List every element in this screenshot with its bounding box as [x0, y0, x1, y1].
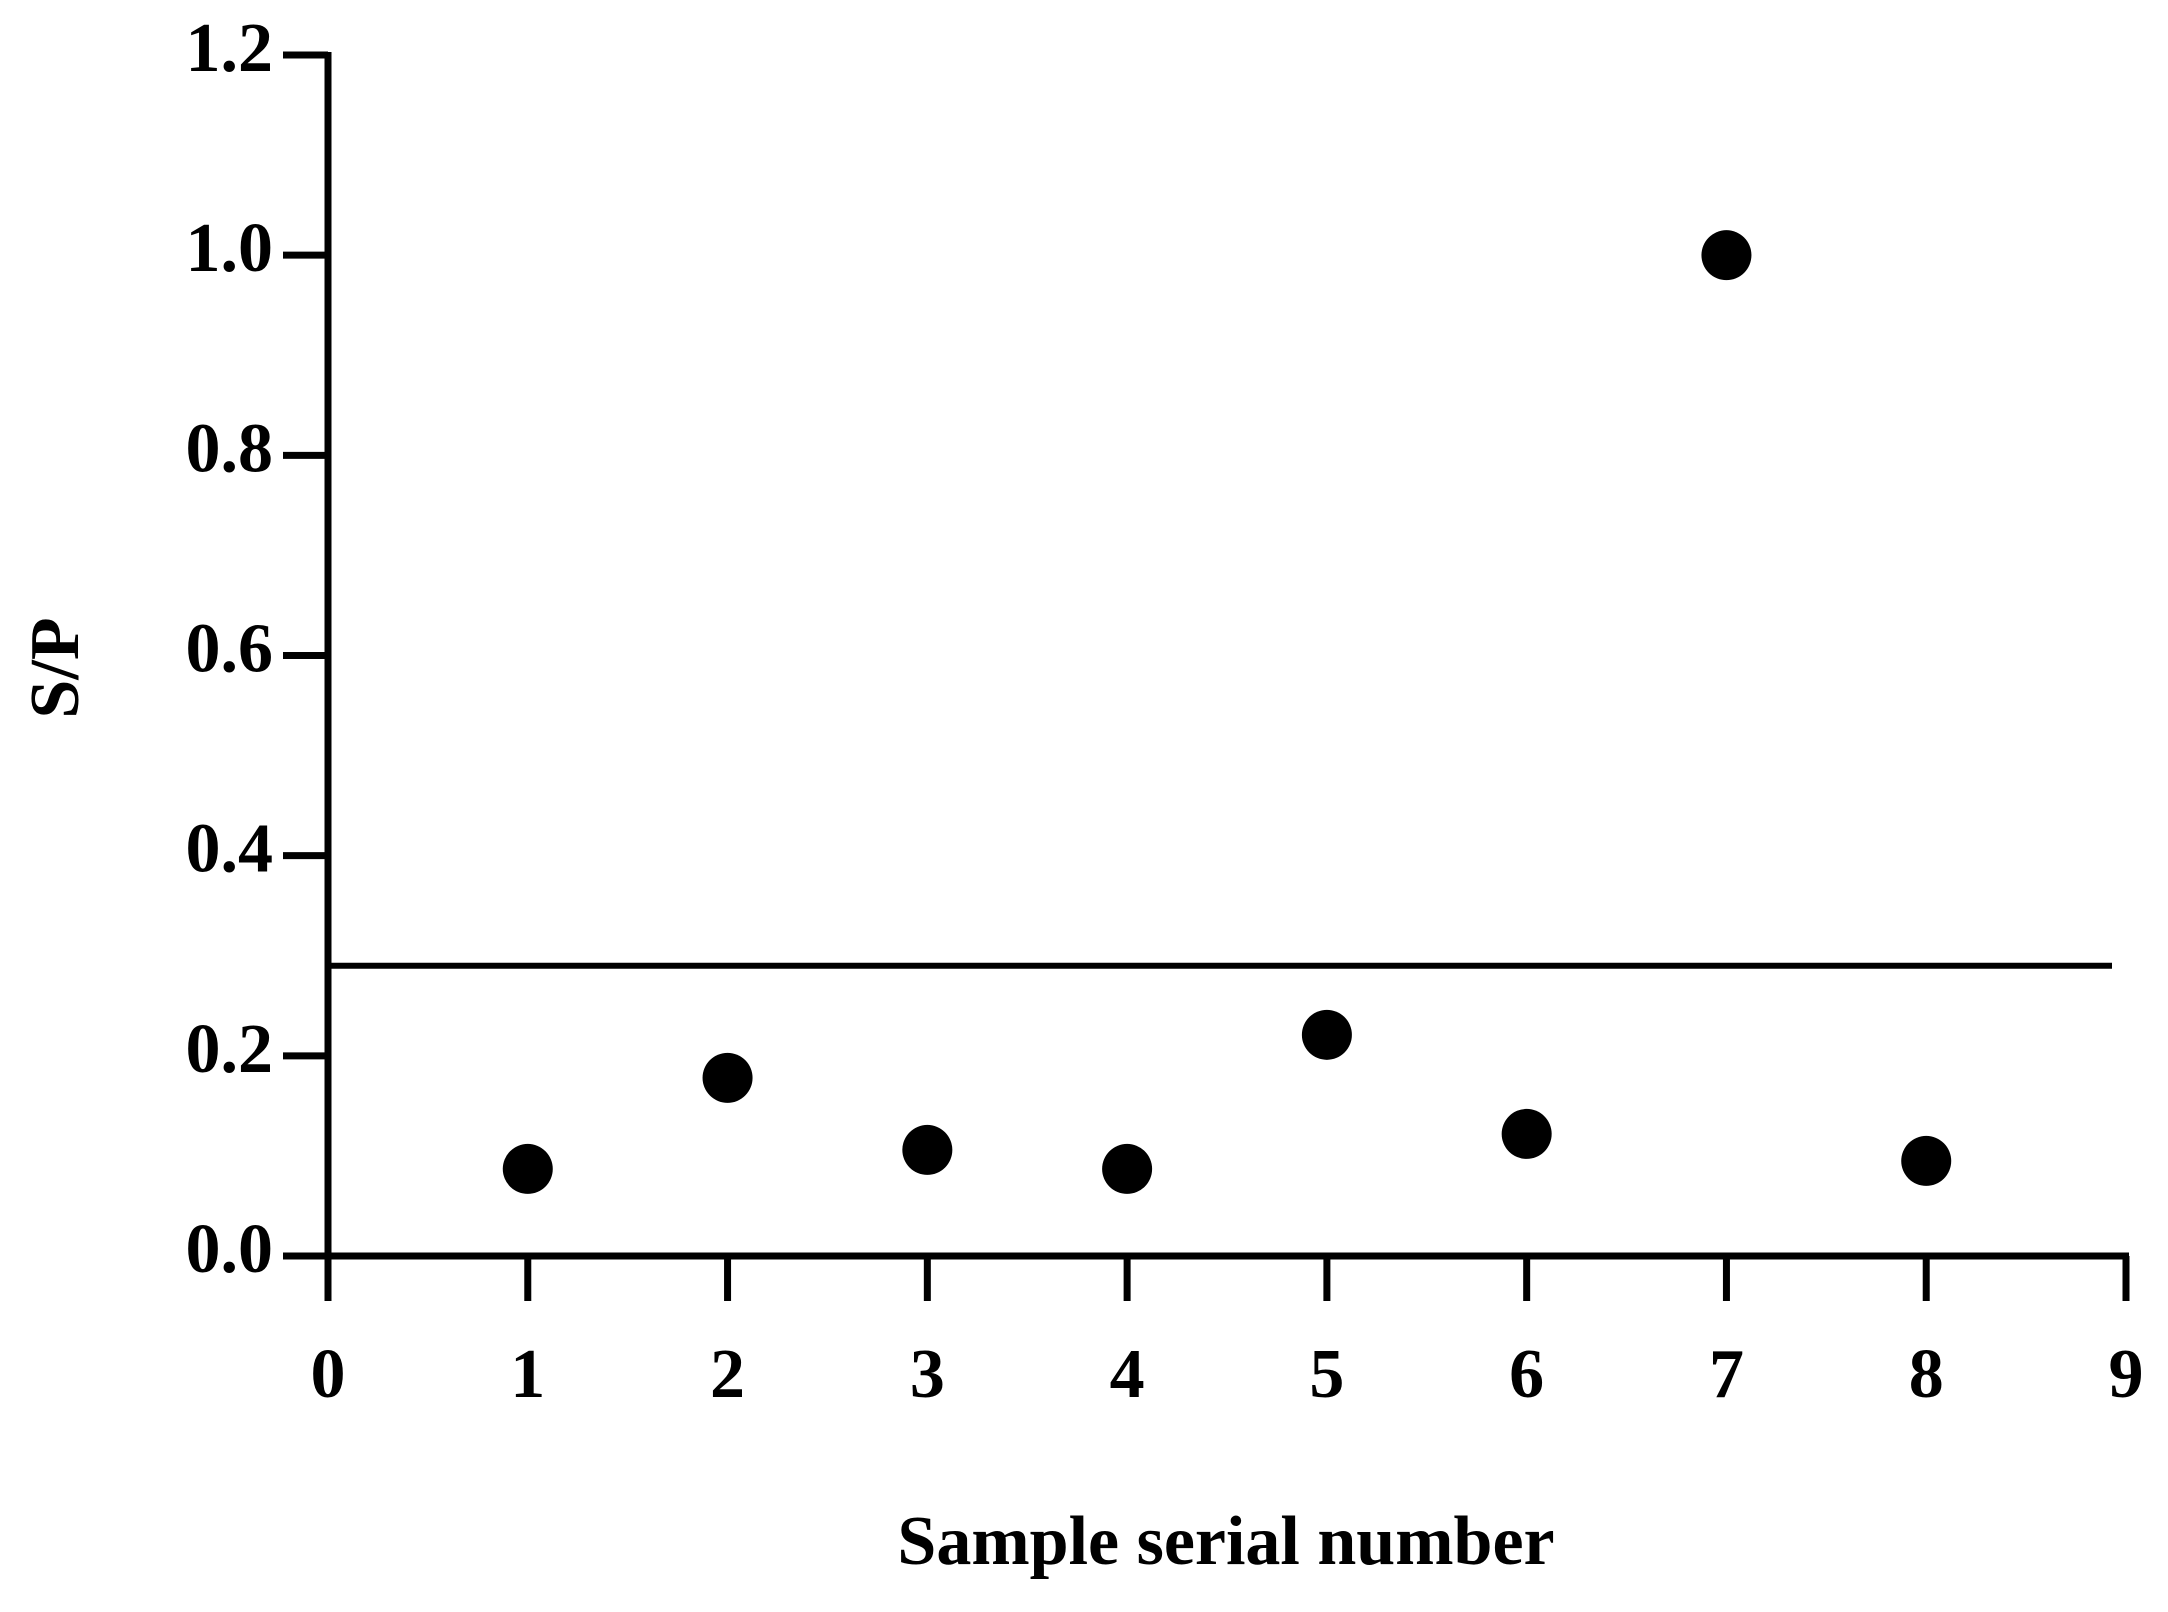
x-axis-label: Sample serial number	[897, 1503, 1554, 1580]
y-axis-label: S/P	[17, 617, 94, 718]
y-tick-label: 1.2	[186, 10, 274, 87]
x-tick-label: 4	[1110, 1336, 1145, 1413]
y-tick-label: 0.0	[186, 1211, 274, 1288]
x-tick-label: 9	[2109, 1336, 2144, 1413]
x-tick-label: 8	[1909, 1336, 1944, 1413]
point	[902, 1124, 953, 1175]
point	[502, 1143, 553, 1194]
x-tick-label: 5	[1309, 1336, 1344, 1413]
x-tick-label: 3	[910, 1336, 945, 1413]
point	[1501, 1108, 1552, 1159]
x-tick-label: 2	[710, 1336, 745, 1413]
y-tick-label: 0.2	[186, 1011, 274, 1088]
point	[1901, 1135, 1952, 1186]
x-tick-label: 1	[510, 1336, 545, 1413]
x-tick-label: 7	[1709, 1336, 1744, 1413]
point	[702, 1052, 753, 1103]
point	[1102, 1143, 1153, 1194]
y-tick-label: 1.0	[186, 210, 274, 287]
y-tick-label: 0.4	[186, 811, 274, 888]
x-tick-label: 0	[311, 1336, 346, 1413]
y-tick-label: 0.6	[186, 611, 274, 688]
point	[1301, 1009, 1352, 1060]
point	[1701, 230, 1752, 281]
y-tick-label: 0.8	[186, 410, 274, 487]
x-tick-label: 6	[1509, 1336, 1544, 1413]
